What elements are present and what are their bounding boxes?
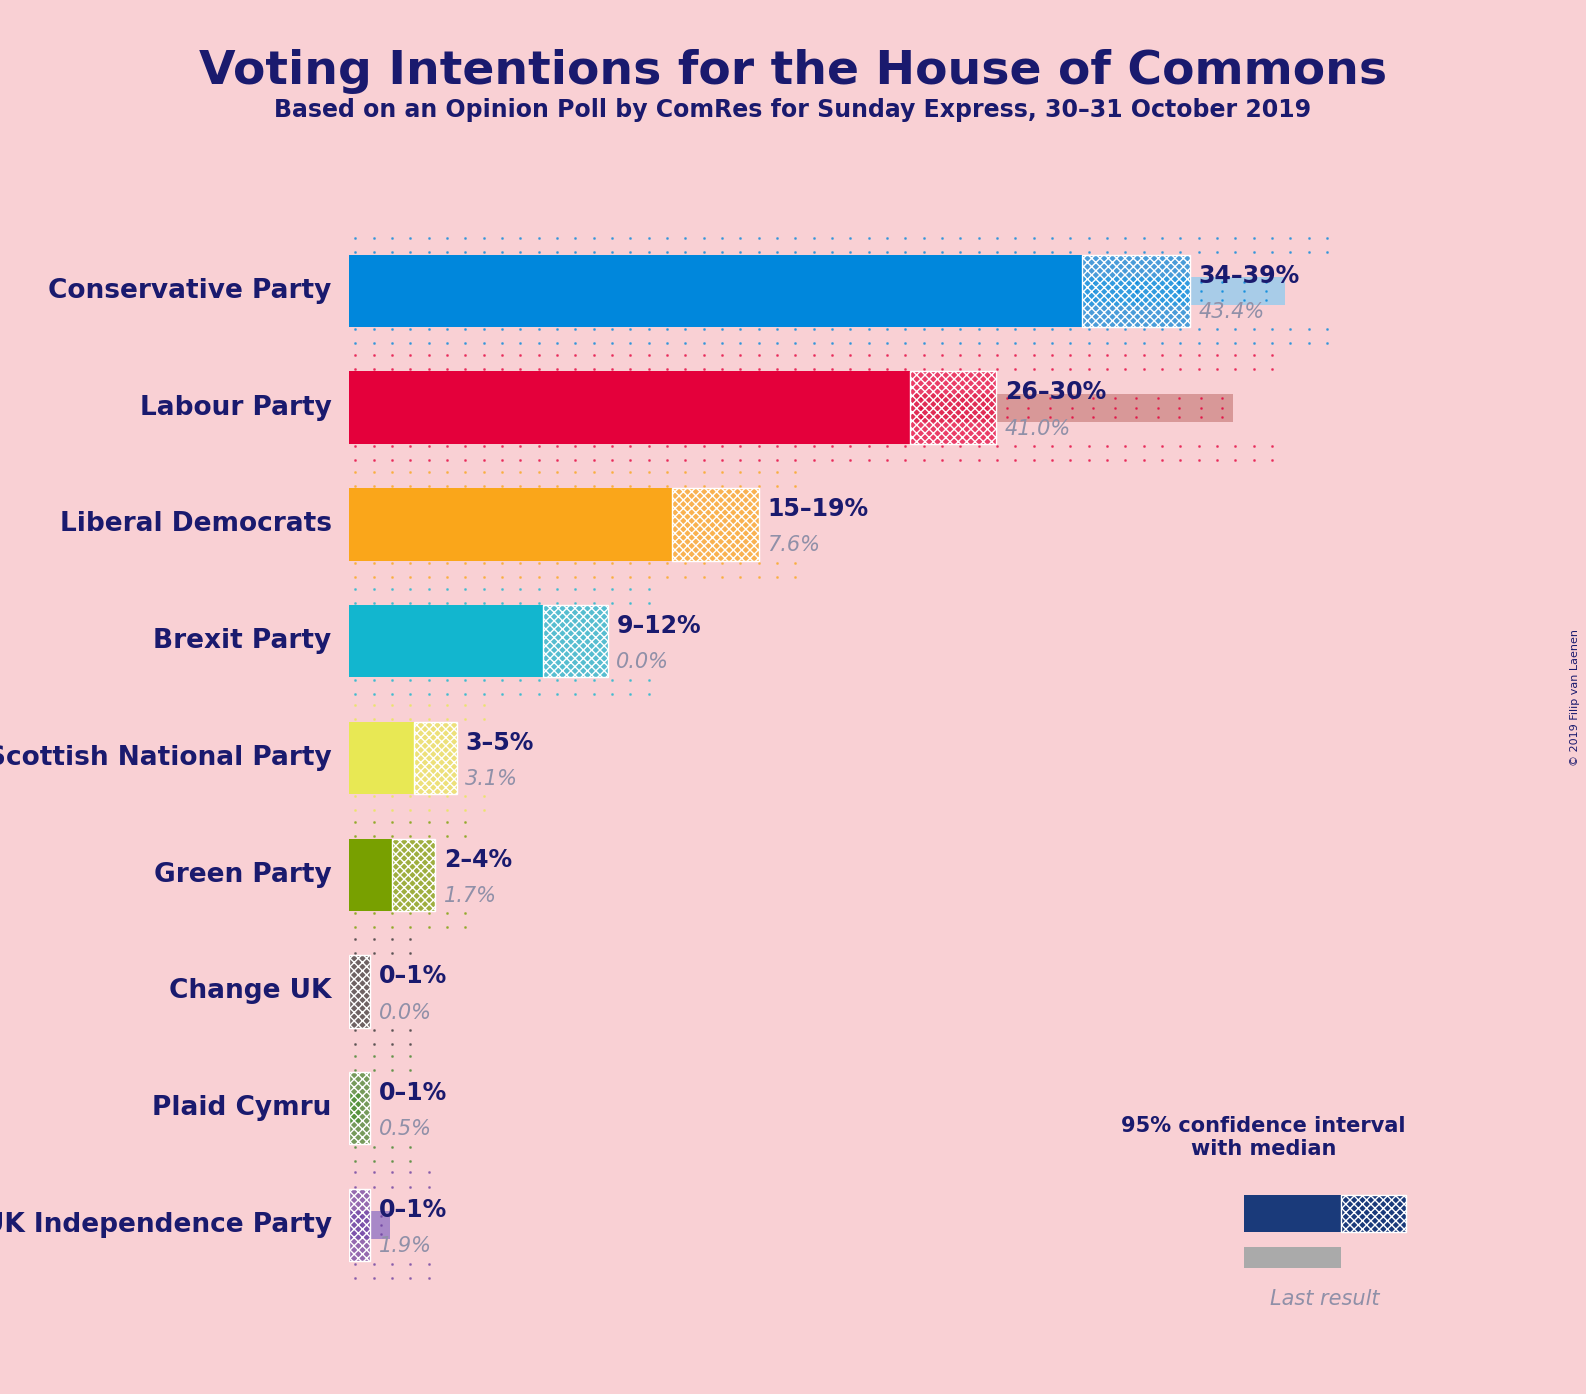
- Text: 3.1%: 3.1%: [465, 769, 519, 789]
- Bar: [1082, 255, 1190, 328]
- Bar: [349, 722, 414, 795]
- Bar: [349, 1189, 371, 1262]
- Text: 41.0%: 41.0%: [1004, 418, 1071, 439]
- Text: 0.0%: 0.0%: [379, 1002, 431, 1023]
- Bar: [349, 839, 392, 910]
- Text: Last result: Last result: [1270, 1289, 1380, 1309]
- Bar: [349, 371, 910, 443]
- Bar: [349, 861, 385, 888]
- Bar: [349, 488, 672, 560]
- Bar: [392, 839, 435, 910]
- Text: Change UK: Change UK: [170, 979, 331, 1005]
- Text: 0.5%: 0.5%: [379, 1119, 431, 1139]
- Text: 2–4%: 2–4%: [444, 848, 512, 871]
- Bar: [1243, 1248, 1342, 1269]
- Text: © 2019 Filip van Laenen: © 2019 Filip van Laenen: [1570, 629, 1580, 765]
- Text: 0.0%: 0.0%: [617, 652, 669, 672]
- Text: 0–1%: 0–1%: [379, 1082, 447, 1105]
- Bar: [349, 955, 371, 1027]
- Bar: [349, 1094, 360, 1122]
- Text: 95% confidence interval
with median: 95% confidence interval with median: [1121, 1115, 1405, 1158]
- Bar: [349, 1211, 390, 1239]
- Bar: [349, 1072, 371, 1144]
- Text: 34–39%: 34–39%: [1199, 263, 1301, 287]
- Bar: [349, 255, 1082, 328]
- Bar: [349, 393, 1234, 421]
- Bar: [910, 371, 996, 443]
- Text: Conservative Party: Conservative Party: [48, 277, 331, 304]
- Text: Liberal Democrats: Liberal Democrats: [60, 512, 331, 538]
- Text: 3–5%: 3–5%: [465, 730, 534, 754]
- Bar: [349, 277, 1285, 305]
- Text: 0–1%: 0–1%: [379, 1197, 447, 1223]
- Bar: [910, 371, 996, 443]
- Text: 15–19%: 15–19%: [768, 498, 869, 521]
- Bar: [349, 1072, 371, 1144]
- Text: Green Party: Green Party: [154, 861, 331, 888]
- Bar: [414, 722, 457, 795]
- Text: Brexit Party: Brexit Party: [154, 629, 331, 654]
- Bar: [349, 955, 371, 1027]
- Bar: [414, 722, 457, 795]
- Text: Based on an Opinion Poll by ComRes for Sunday Express, 30–31 October 2019: Based on an Opinion Poll by ComRes for S…: [274, 98, 1312, 121]
- Bar: [1243, 1195, 1342, 1232]
- Bar: [1342, 1195, 1405, 1232]
- Text: Plaid Cymru: Plaid Cymru: [152, 1096, 331, 1121]
- Bar: [1082, 255, 1190, 328]
- Text: 43.4%: 43.4%: [1199, 302, 1266, 322]
- Text: 0–1%: 0–1%: [379, 965, 447, 988]
- Text: 1.7%: 1.7%: [444, 885, 496, 906]
- Text: Voting Intentions for the House of Commons: Voting Intentions for the House of Commo…: [198, 49, 1388, 93]
- Bar: [349, 605, 542, 677]
- Bar: [392, 839, 435, 910]
- Text: Scottish National Party: Scottish National Party: [0, 744, 331, 771]
- Bar: [349, 510, 512, 538]
- Bar: [672, 488, 758, 560]
- Text: 7.6%: 7.6%: [768, 535, 820, 555]
- Text: 1.9%: 1.9%: [379, 1236, 431, 1256]
- Bar: [349, 1189, 371, 1262]
- Bar: [542, 605, 607, 677]
- Text: 26–30%: 26–30%: [1004, 381, 1105, 404]
- Bar: [542, 605, 607, 677]
- Text: 9–12%: 9–12%: [617, 613, 701, 638]
- Bar: [349, 744, 416, 772]
- Text: UK Independence Party: UK Independence Party: [0, 1211, 331, 1238]
- Bar: [672, 488, 758, 560]
- Text: Labour Party: Labour Party: [140, 395, 331, 421]
